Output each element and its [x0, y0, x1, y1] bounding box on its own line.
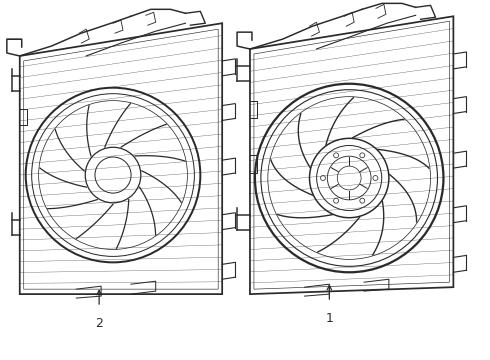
- Text: 2: 2: [95, 317, 103, 330]
- Text: 1: 1: [325, 312, 333, 325]
